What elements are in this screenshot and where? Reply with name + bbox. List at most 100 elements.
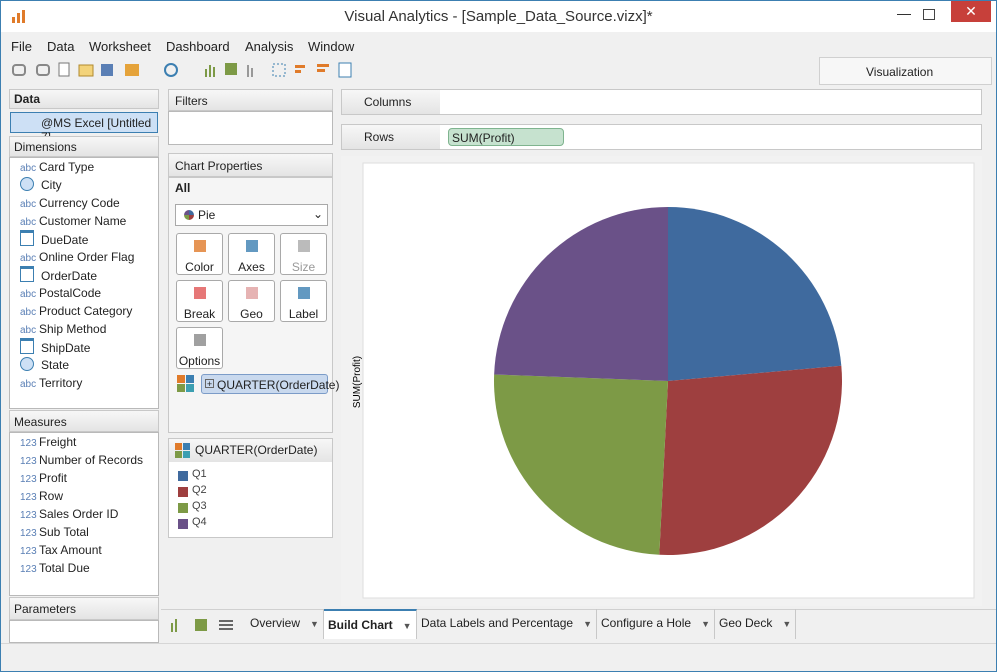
visualization-tab[interactable]: Visualization bbox=[819, 57, 992, 85]
field-item[interactable]: abc Product Category bbox=[20, 302, 132, 320]
property-button[interactable]: Options bbox=[176, 327, 223, 369]
minimize-button[interactable]: — bbox=[897, 5, 911, 21]
tab-arrow: ▼ bbox=[782, 619, 792, 629]
button-icon bbox=[246, 287, 258, 299]
field-name: Freight bbox=[39, 435, 77, 449]
filters-area[interactable] bbox=[168, 111, 333, 145]
field-item[interactable]: 123 Profit bbox=[20, 469, 67, 487]
property-button[interactable]: Geo bbox=[228, 280, 275, 322]
measures-header: Measures bbox=[9, 410, 159, 432]
field-type-tag: abc bbox=[20, 325, 37, 336]
legend-label: Q3 bbox=[192, 500, 207, 512]
property-button[interactable]: Break bbox=[176, 280, 223, 322]
field-name: City bbox=[41, 178, 62, 192]
dropdown-value: Pie bbox=[198, 208, 216, 222]
field-name: OrderDate bbox=[41, 269, 98, 283]
maximize-button[interactable] bbox=[923, 9, 935, 20]
sheet-tab[interactable]: Configure a Hole ▼ bbox=[597, 609, 715, 639]
chart-area: SUM(Profit) bbox=[341, 156, 982, 606]
field-name: Row bbox=[39, 489, 64, 503]
chart-type-dropdown[interactable]: Pie ⌄ bbox=[175, 204, 328, 226]
field-type-tag: abc bbox=[20, 289, 37, 300]
field-item[interactable]: abc Card Type bbox=[20, 158, 94, 176]
field-item[interactable]: 123 Freight bbox=[20, 433, 76, 451]
tab-label: Build Chart bbox=[328, 618, 393, 632]
field-type-tag: 123 bbox=[20, 564, 37, 575]
property-button[interactable]: Color bbox=[176, 233, 223, 275]
legend-header: QUARTER(OrderDate) bbox=[169, 439, 332, 462]
field-item[interactable]: State bbox=[20, 356, 69, 374]
field-item[interactable]: 123 Total Due bbox=[20, 559, 90, 577]
color-icon bbox=[177, 375, 194, 392]
pie-slice[interactable] bbox=[659, 365, 842, 555]
field-item[interactable]: abc Currency Code bbox=[20, 194, 120, 212]
button-icon bbox=[194, 334, 206, 346]
field-item[interactable]: ShipDate bbox=[20, 338, 90, 356]
field-type-tag: 123 bbox=[20, 474, 37, 485]
field-item[interactable]: 123 Sales Order ID bbox=[20, 505, 118, 523]
sheet-tab[interactable]: Build Chart ▼ bbox=[324, 609, 417, 639]
menu-item[interactable]: Dashboard bbox=[166, 39, 230, 54]
field-item[interactable]: abc PostalCode bbox=[20, 284, 101, 302]
scope-label: All bbox=[175, 181, 191, 195]
field-name: PostalCode bbox=[39, 286, 102, 300]
pie-slice[interactable] bbox=[494, 374, 668, 555]
parameters-input[interactable] bbox=[9, 620, 159, 643]
pie-slice[interactable] bbox=[668, 207, 842, 381]
window-title: Visual Analytics - [Sample_Data_Source.v… bbox=[344, 8, 653, 25]
field-name: Profit bbox=[39, 471, 68, 485]
close-button[interactable]: ✕ bbox=[951, 1, 991, 22]
legend-swatch bbox=[178, 519, 188, 529]
field-item[interactable]: 123 Row bbox=[20, 487, 63, 505]
field-item[interactable]: City bbox=[20, 176, 62, 194]
globe-icon bbox=[20, 177, 34, 191]
field-item[interactable]: 123 Sub Total bbox=[20, 523, 89, 541]
property-button[interactable]: Label bbox=[280, 280, 327, 322]
color-field-pill[interactable]: QUARTER(OrderDate) + bbox=[201, 374, 339, 394]
field-item[interactable]: abc Online Order Flag bbox=[20, 248, 134, 266]
date-icon bbox=[20, 266, 34, 282]
sheet-tab[interactable]: Overview ▼ bbox=[246, 609, 324, 639]
pill-label: QUARTER(OrderDate) bbox=[217, 378, 340, 392]
columns-shelf[interactable]: Columns bbox=[341, 89, 982, 115]
field-type-tag: 123 bbox=[20, 492, 37, 503]
field-item[interactable]: 123 Tax Amount bbox=[20, 541, 102, 559]
menu-item[interactable]: Worksheet bbox=[89, 39, 151, 54]
menu-item[interactable]: Analysis bbox=[245, 39, 294, 54]
menu-item[interactable]: Data bbox=[47, 39, 75, 54]
menu-item[interactable]: Window bbox=[308, 39, 355, 54]
field-type-tag: 123 bbox=[20, 546, 37, 557]
tab-arrow: ▼ bbox=[701, 619, 710, 629]
field-item[interactable]: abc Ship Method bbox=[20, 320, 106, 338]
field-type-tag: 123 bbox=[20, 456, 37, 467]
property-button[interactable]: Axes bbox=[228, 233, 275, 275]
date-icon bbox=[20, 338, 34, 354]
field-name: Customer Name bbox=[39, 214, 127, 228]
field-item[interactable]: DueDate bbox=[20, 230, 88, 248]
pie-slice[interactable] bbox=[494, 207, 668, 381]
field-item[interactable]: OrderDate bbox=[20, 266, 97, 284]
legend-label: Q2 bbox=[192, 484, 207, 496]
field-item[interactable]: 123 Number of Records bbox=[20, 451, 143, 469]
chart-properties-header: Chart Properties bbox=[168, 153, 333, 177]
rows-pill[interactable]: SUM(Profit) bbox=[448, 128, 564, 146]
sheet-tab[interactable]: Geo Deck ▼ bbox=[715, 609, 797, 639]
app-icon bbox=[12, 10, 25, 23]
tab-label: Overview bbox=[250, 616, 301, 630]
field-item[interactable]: abc Customer Name bbox=[20, 212, 126, 230]
toolbar bbox=[12, 62, 352, 78]
button-icon bbox=[194, 240, 206, 252]
legend-swatch bbox=[178, 487, 188, 497]
sheet-tab[interactable]: Data Labels and Percentage ▼ bbox=[417, 609, 598, 639]
rows-shelf[interactable]: Rows SUM(Profit) bbox=[341, 124, 982, 150]
field-name: Card Type bbox=[39, 160, 95, 174]
tab-label: Configure a Hole bbox=[601, 616, 692, 630]
property-button[interactable]: Size bbox=[280, 233, 327, 275]
menu-item[interactable]: File bbox=[11, 39, 32, 54]
field-name: Tax Amount bbox=[39, 543, 102, 557]
field-item[interactable]: abc Territory bbox=[20, 374, 82, 392]
parameters-header: Parameters bbox=[9, 597, 159, 620]
rows-label: Rows bbox=[342, 125, 440, 149]
data-source[interactable]: @MS Excel [Untitled 7] bbox=[10, 112, 158, 144]
